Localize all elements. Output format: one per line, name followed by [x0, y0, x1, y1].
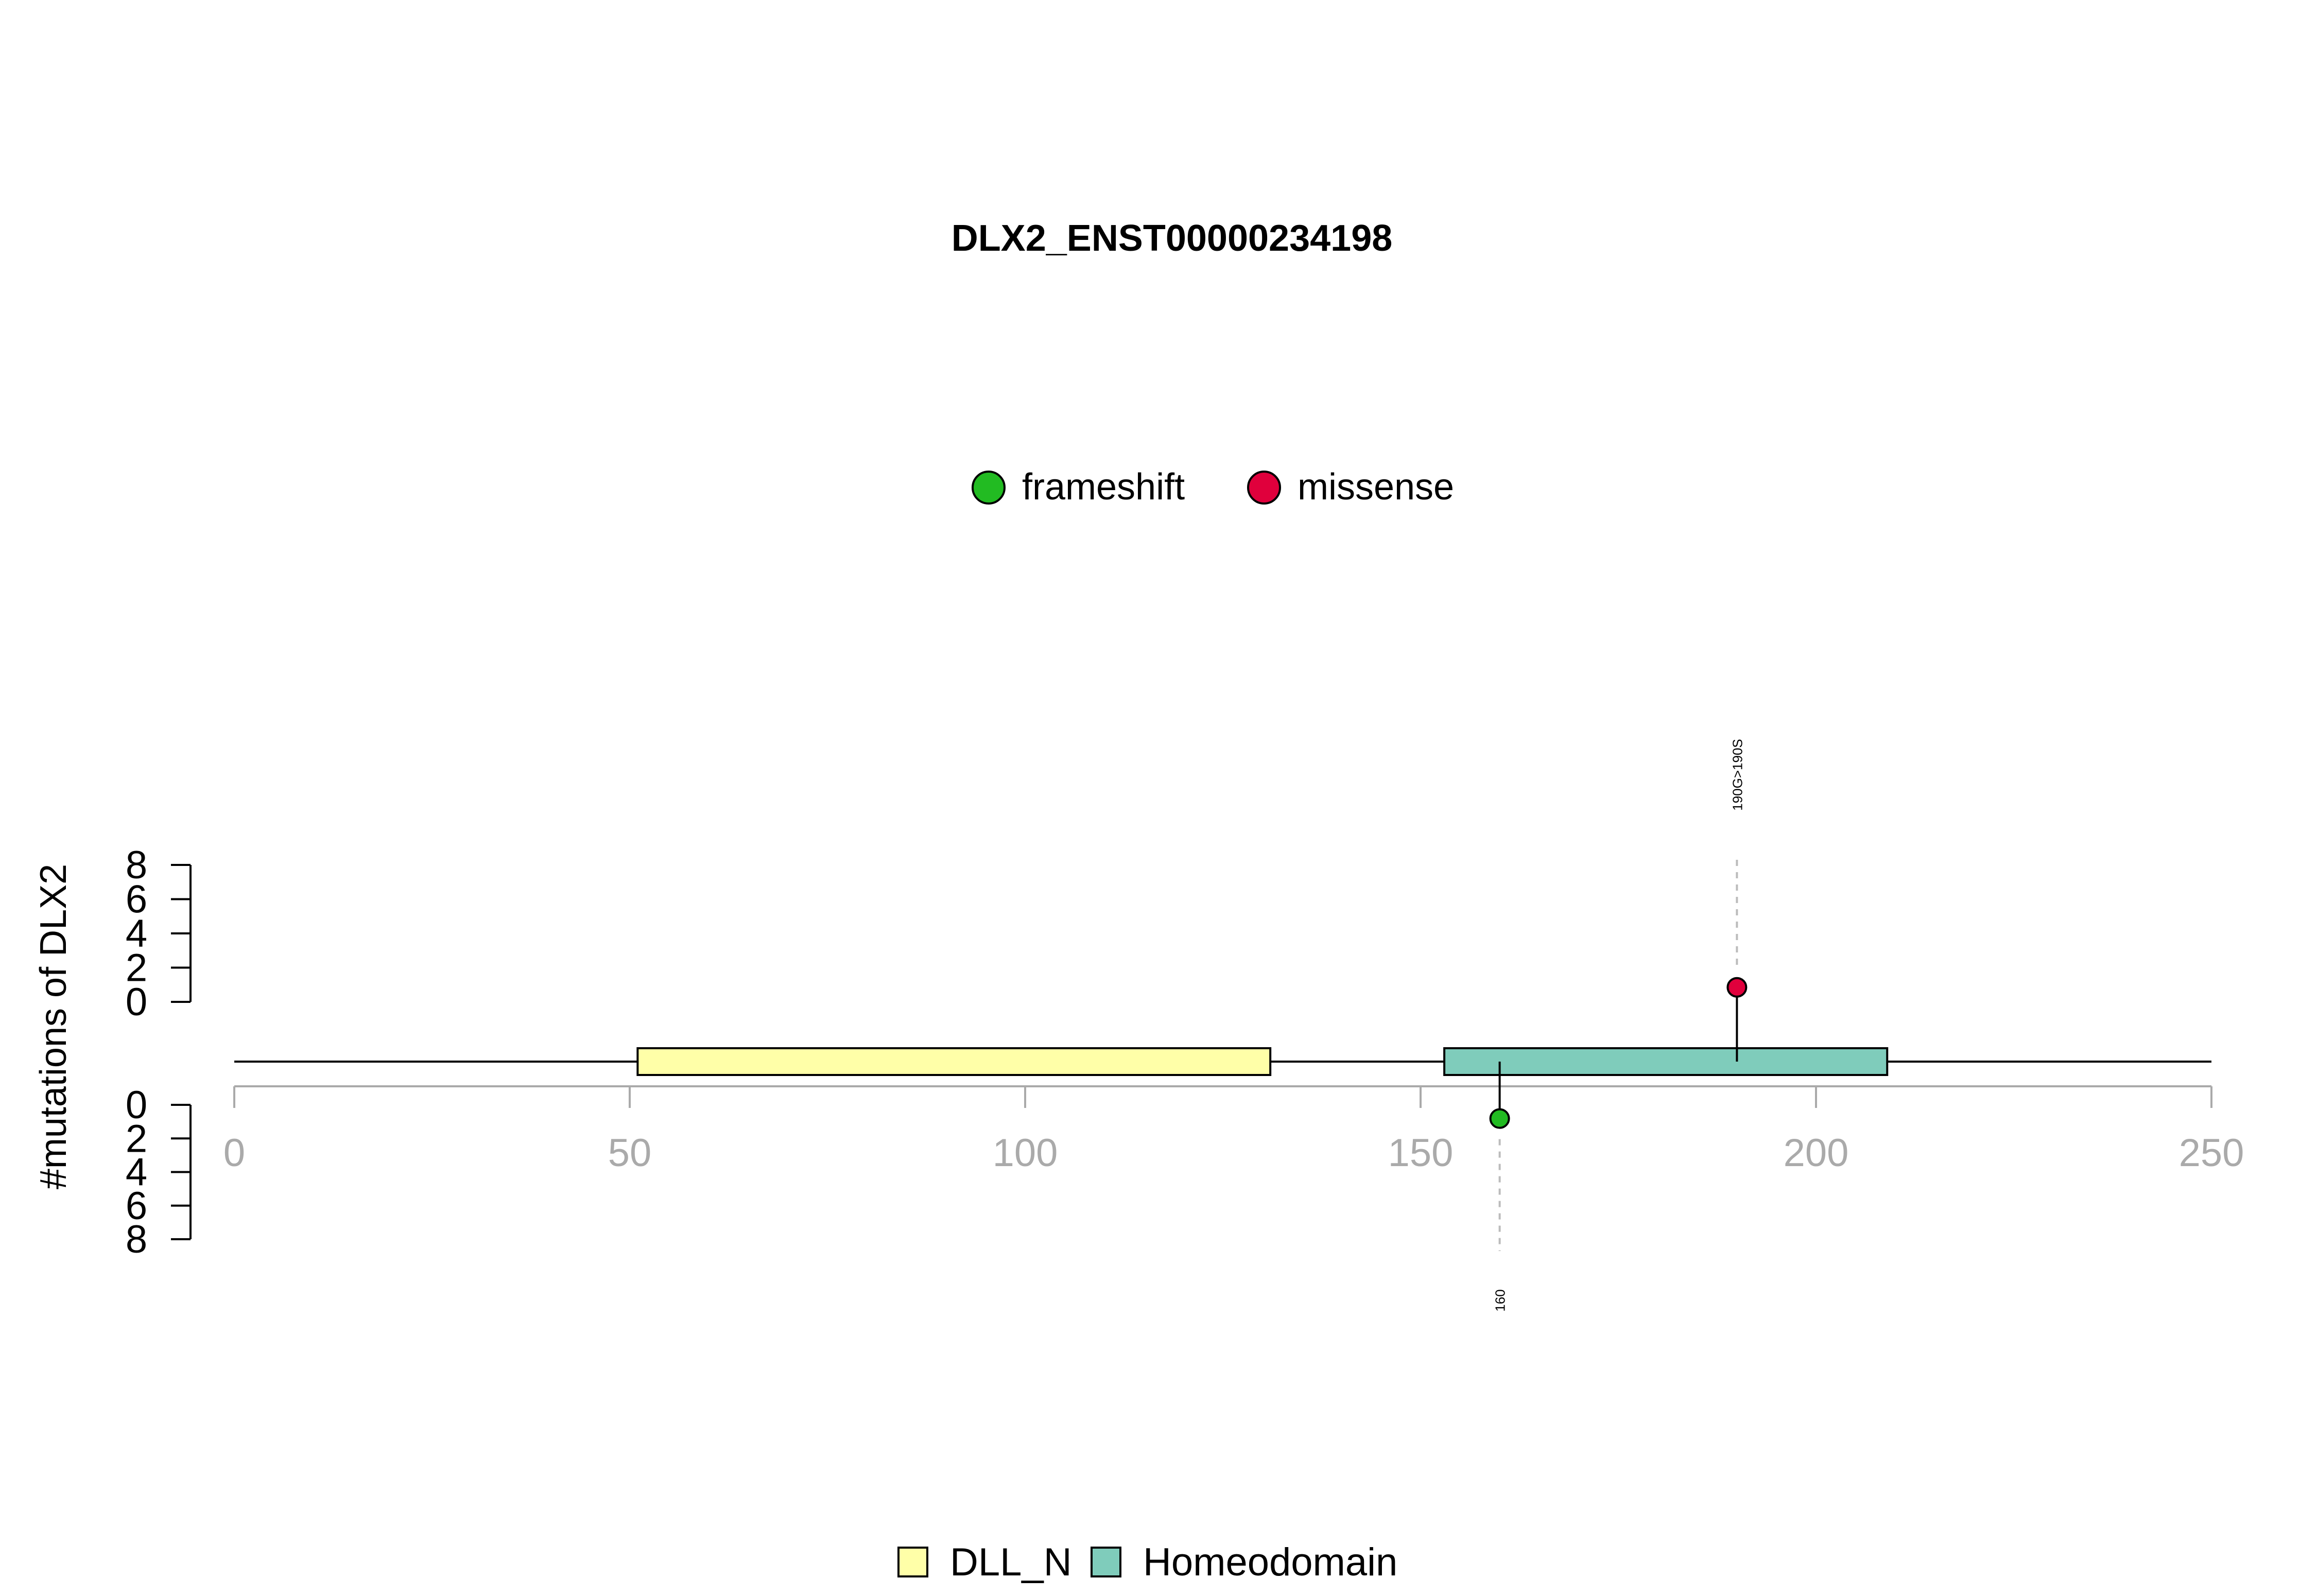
x-tick-label-250: 250: [2179, 1131, 2244, 1175]
mutation-markers: 190G>190S 160: [1493, 739, 1745, 1311]
y-tick-label-bottom-8: 8: [126, 1218, 147, 1261]
x-tick-label-0: 0: [223, 1131, 245, 1175]
lollipop-head-160: [1489, 1108, 1510, 1129]
mutation-legend: frameshift missense: [972, 466, 1454, 508]
mutation-lollipops: [1489, 977, 1748, 1129]
y-tick-label-top-6: 6: [126, 878, 147, 922]
legend-DLL_N-swatch: [897, 1547, 928, 1577]
x-tick-label-200: 200: [1784, 1131, 1849, 1175]
x-tick-label-150: 150: [1388, 1131, 1454, 1175]
y-tick-label-bottom-2: 2: [126, 1117, 147, 1160]
mutation-label-190: 190G>190S: [1730, 739, 1745, 811]
y-tick-label-top-8: 8: [126, 843, 147, 887]
legend-Homeodomain-label: Homeodomain: [1143, 1540, 1397, 1584]
protein-domains: [234, 1047, 2211, 1076]
chart-title: DLX2_ENST00000234198: [952, 218, 1393, 259]
y-tick-label-top-4: 4: [126, 912, 147, 956]
domain-Homeodomain: [1443, 1047, 1889, 1076]
legend-frameshift-marker: [972, 471, 1006, 505]
x-axis: 0 50 100 150 200 250: [223, 1085, 2244, 1175]
domain-DLL_N: [636, 1047, 1272, 1076]
y-axis-label: #mutations of DLX2: [33, 864, 74, 1189]
mutation-label-160: 160: [1493, 1289, 1508, 1311]
x-tick-label-100: 100: [993, 1131, 1058, 1175]
x-tick-label-50: 50: [608, 1131, 652, 1175]
y-tick-label-bottom-4: 4: [126, 1151, 147, 1194]
y-tick-label-top-2: 2: [126, 946, 147, 990]
legend-DLL_N-label: DLL_N: [950, 1540, 1072, 1584]
y-tick-label-bottom-0: 0: [126, 1083, 147, 1127]
y-tick-label-bottom-6: 6: [126, 1184, 147, 1228]
y-tick-label-top-0: 0: [126, 980, 147, 1024]
legend-frameshift-label: frameshift: [1022, 466, 1185, 508]
domain-legend: DLL_N Homeodomain: [897, 1540, 1397, 1584]
legend-missense-marker: [1247, 471, 1281, 505]
legend-Homeodomain-swatch: [1091, 1547, 1121, 1577]
legend-missense-label: missense: [1298, 466, 1454, 508]
lollipop-head-190: [1726, 977, 1748, 998]
